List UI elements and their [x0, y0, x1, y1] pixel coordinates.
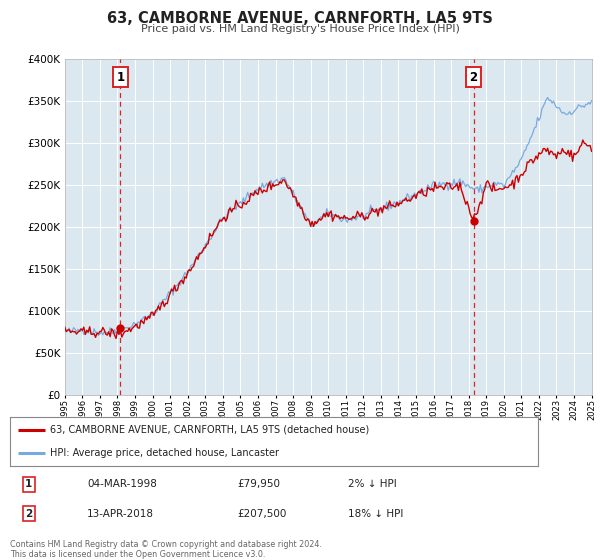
Text: Price paid vs. HM Land Registry's House Price Index (HPI): Price paid vs. HM Land Registry's House … — [140, 24, 460, 34]
Text: 63, CAMBORNE AVENUE, CARNFORTH, LA5 9TS (detached house): 63, CAMBORNE AVENUE, CARNFORTH, LA5 9TS … — [50, 425, 369, 435]
Text: 63, CAMBORNE AVENUE, CARNFORTH, LA5 9TS: 63, CAMBORNE AVENUE, CARNFORTH, LA5 9TS — [107, 11, 493, 26]
Text: 2: 2 — [470, 71, 478, 84]
Text: 2: 2 — [25, 508, 32, 519]
Text: 1: 1 — [25, 479, 32, 489]
Text: 13-APR-2018: 13-APR-2018 — [87, 508, 154, 519]
Text: This data is licensed under the Open Government Licence v3.0.: This data is licensed under the Open Gov… — [10, 550, 266, 559]
Text: 04-MAR-1998: 04-MAR-1998 — [87, 479, 157, 489]
Text: 1: 1 — [116, 71, 125, 84]
Text: 18% ↓ HPI: 18% ↓ HPI — [348, 508, 403, 519]
Text: 2% ↓ HPI: 2% ↓ HPI — [348, 479, 397, 489]
Text: HPI: Average price, detached house, Lancaster: HPI: Average price, detached house, Lanc… — [50, 447, 279, 458]
Text: £79,950: £79,950 — [237, 479, 280, 489]
Text: Contains HM Land Registry data © Crown copyright and database right 2024.: Contains HM Land Registry data © Crown c… — [10, 540, 322, 549]
Text: £207,500: £207,500 — [237, 508, 286, 519]
